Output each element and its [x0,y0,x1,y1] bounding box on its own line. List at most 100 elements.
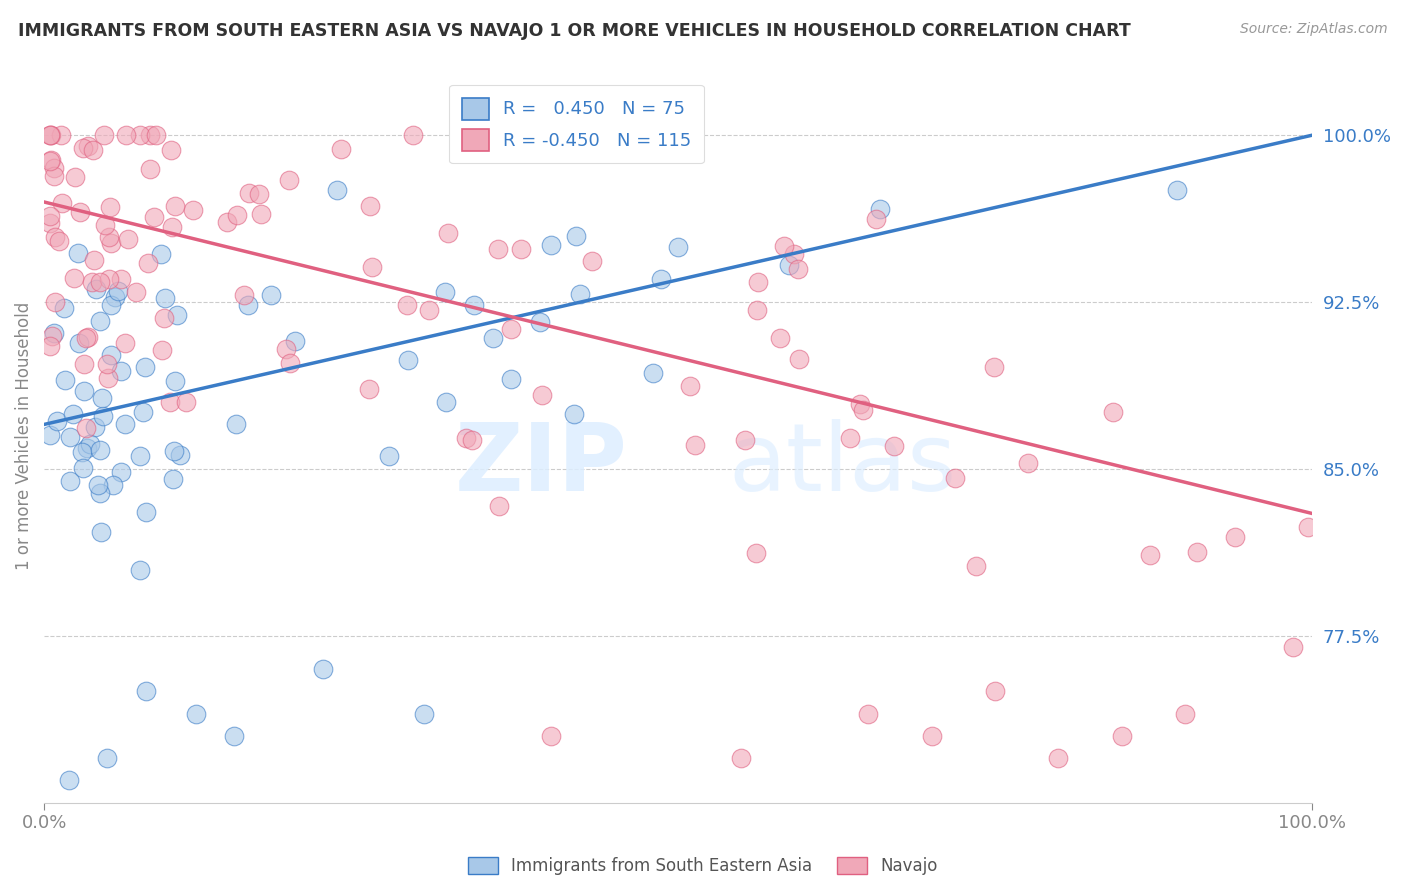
Point [433,285,456,300]
Point [865,212,887,227]
Point [77,139,100,153]
Point [53,373,76,387]
Point [562,407,585,421]
Point [232,287,254,301]
Point [51,196,73,211]
Point [128,563,150,577]
Point [166,309,188,323]
Point [1223,530,1246,544]
Point [278,356,301,370]
Point [162,472,184,486]
Point [83,253,105,268]
Point [90,524,112,539]
Point [965,558,987,573]
Point [124,285,146,299]
Point [139,128,162,143]
Point [883,439,905,453]
Point [136,256,159,270]
Point [225,417,247,431]
Point [44,295,66,310]
Point [42,169,65,183]
Point [1166,183,1188,197]
Point [135,505,157,519]
Point [100,298,122,312]
Point [162,219,184,234]
Point [486,243,509,257]
Point [39,154,62,169]
Point [839,431,862,445]
Point [145,128,167,143]
Point [110,465,132,479]
Point [100,348,122,362]
Point [224,729,246,743]
Point [540,729,562,743]
Point [482,331,505,345]
Point [402,128,425,143]
Point [238,298,260,312]
Point [104,290,127,304]
Point [101,477,124,491]
Point [529,315,551,329]
Point [160,143,183,157]
Point [129,449,152,463]
Point [42,326,65,341]
Point [110,364,132,378]
Point [89,442,111,457]
Point [787,262,810,277]
Point [100,235,122,250]
Point [42,161,65,175]
Point [277,173,299,187]
Legend: R =   0.450   N = 75, R = -0.450   N = 115: R = 0.450 N = 75, R = -0.450 N = 115 [449,85,704,163]
Point [679,378,702,392]
Text: IMMIGRANTS FROM SOUTH EASTERN ASIA VS NAVAJO 1 OR MORE VEHICLES IN HOUSEHOLD COR: IMMIGRANTS FROM SOUTH EASTERN ASIA VS NA… [18,22,1130,40]
Point [135,684,157,698]
Point [82,143,104,157]
Point [89,486,111,500]
Point [666,240,689,254]
Point [747,303,769,318]
Point [1282,640,1305,654]
Point [745,545,768,559]
Point [921,729,943,743]
Point [89,276,111,290]
Point [132,405,155,419]
Point [943,470,966,484]
Point [361,260,384,274]
Point [96,751,118,765]
Point [98,272,121,286]
Point [44,229,66,244]
Point [51,128,73,143]
Point [153,291,176,305]
Point [734,433,756,447]
Point [93,128,115,143]
Point [62,270,84,285]
Point [772,239,794,253]
Point [683,438,706,452]
Point [129,128,152,143]
Point [329,143,352,157]
Point [730,751,752,765]
Point [1047,751,1070,765]
Point [114,336,136,351]
Point [276,343,298,357]
Point [65,170,87,185]
Point [39,128,62,143]
Point [326,183,349,197]
Point [499,322,522,336]
Y-axis label: 1 or more Vehicles in Household: 1 or more Vehicles in Household [15,301,32,570]
Point [67,245,90,260]
Point [90,391,112,405]
Point [643,367,665,381]
Text: Source: ZipAtlas.com: Source: ZipAtlas.com [1240,22,1388,37]
Point [75,330,97,344]
Point [59,474,82,488]
Point [250,207,273,221]
Point [983,359,1005,374]
Point [1185,545,1208,559]
Point [76,441,98,455]
Point [454,431,477,445]
Point [79,437,101,451]
Point [115,128,138,143]
Point [849,397,872,411]
Point [778,258,800,272]
